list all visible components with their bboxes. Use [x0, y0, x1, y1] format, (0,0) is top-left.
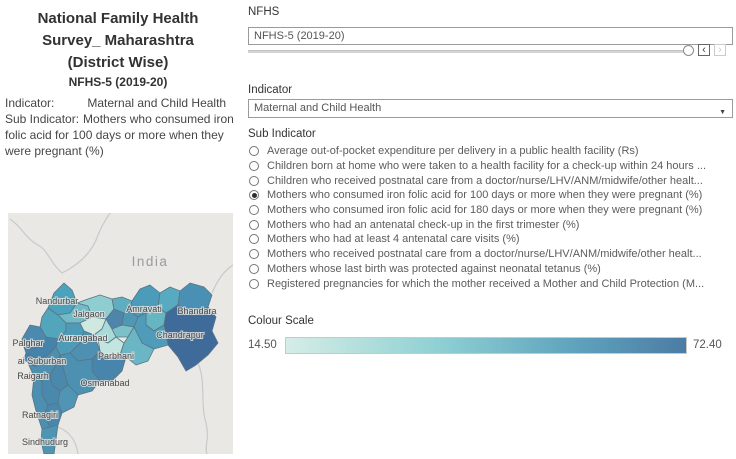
district-chandrapur[interactable]: [163, 304, 219, 372]
radio-option[interactable]: Mothers whose last birth was protected a…: [249, 262, 733, 277]
colour-scale-zone-label: Colour Scale: [248, 315, 314, 327]
nfhs-zone-label: NFHS: [248, 6, 280, 18]
title-subtitle: NFHS-5 (2019-20): [68, 75, 168, 89]
district-polygons: [21, 282, 219, 455]
nfhs-next-button[interactable]: ›: [714, 44, 726, 56]
sub-indicator-summary: Sub Indicator: Mothers who consumed iron …: [5, 111, 235, 159]
chevron-down-icon: ▼: [719, 109, 726, 116]
indicator-zone-label: Indicator: [248, 84, 293, 96]
radio-icon[interactable]: [249, 161, 259, 172]
radio-icon[interactable]: [249, 219, 259, 230]
district-labels: Nandurbar Jalgaon Amravati Bhandara Chan…: [11, 295, 217, 448]
district-label: Bhandara: [177, 306, 216, 316]
radio-checked-icon[interactable]: [249, 190, 259, 201]
radio-icon[interactable]: [249, 175, 259, 186]
choropleth-map: India Nandurbar J: [8, 212, 234, 455]
state-border-lines: [9, 212, 234, 455]
district-label: Raigarh: [17, 371, 49, 381]
indicator-dropdown-value: Maternal and Child Health: [254, 102, 382, 114]
indicator-dropdown[interactable]: Maternal and Child Health ▼: [248, 99, 733, 118]
nfhs-prev-button[interactable]: ‹: [698, 44, 710, 56]
sub-indicator-zone-label: Sub Indicator: [248, 128, 316, 140]
sub-indicator-summary-value: Mothers who consumed iron folic acid for…: [5, 112, 234, 158]
district-label: Chandrapur: [156, 330, 204, 340]
radio-icon[interactable]: [249, 146, 259, 157]
sub-indicator-summary-label: Sub Indicator:: [5, 112, 80, 126]
colour-scale-min: 14.50: [248, 339, 277, 351]
district-label: Sindhudurg: [22, 437, 68, 447]
dashboard-title: National Family Health Survey_ Maharasht…: [2, 8, 234, 90]
radio-option[interactable]: Mothers who received postnatal care from…: [249, 247, 733, 262]
nfhs-value-input[interactable]: [248, 27, 733, 45]
nfhs-slider-handle[interactable]: [683, 45, 694, 56]
radio-option[interactable]: Mothers who had an antenatal check-up in…: [249, 217, 733, 232]
radio-option[interactable]: Children who received postnatal care fro…: [249, 173, 733, 188]
radio-icon[interactable]: [249, 263, 259, 274]
radio-icon[interactable]: [249, 278, 259, 289]
indicator-summary-label: Indicator:: [5, 96, 55, 110]
district-ratnagiri[interactable]: [31, 376, 51, 430]
indicator-summary: Indicator: Maternal and Child Health: [5, 95, 235, 111]
radio-icon[interactable]: [249, 234, 259, 245]
radio-option[interactable]: Children born at home who were taken to …: [249, 159, 733, 174]
district-label: Parbhani: [98, 351, 134, 361]
district-label: Aurangabad: [58, 333, 107, 343]
sub-indicator-radio-list: Average out-of-pocket expenditure per de…: [249, 144, 733, 291]
maharashtra-map: India Nandurbar J: [8, 212, 234, 455]
district-sindhudurg[interactable]: [40, 424, 59, 455]
title-line-2: Survey_ Maharashtra: [42, 32, 194, 49]
india-region-label: India: [132, 254, 169, 269]
colour-scale-gradient-bar: [285, 337, 687, 354]
indicator-summary-value: Maternal and Child Health: [87, 96, 227, 110]
colour-scale-max: 72.40: [693, 339, 722, 351]
district-label: Osmanabad: [80, 378, 129, 388]
radio-option[interactable]: Mothers who had at least 4 antenatal car…: [249, 232, 733, 247]
district-label: ai Suburban: [18, 356, 67, 366]
title-line-1: National Family Health: [37, 10, 199, 27]
selection-summary: Indicator: Maternal and Child Health Sub …: [5, 95, 235, 159]
title-line-3: (District Wise): [67, 54, 169, 71]
radio-option[interactable]: Average out-of-pocket expenditure per de…: [249, 144, 733, 159]
radio-icon[interactable]: [249, 249, 259, 260]
radio-icon[interactable]: [249, 205, 259, 216]
district-label: Palghar: [12, 338, 43, 348]
district-label: Nandurbar: [36, 296, 79, 306]
radio-option[interactable]: Mothers who consumed iron folic acid for…: [249, 203, 733, 218]
district-label: Ratnagiri: [22, 410, 58, 420]
district-label: Amravati: [126, 304, 162, 314]
radio-option-selected[interactable]: Mothers who consumed iron folic acid for…: [249, 188, 733, 203]
radio-option[interactable]: Registered pregnancies for which the mot…: [249, 276, 733, 291]
nfhs-slider-track[interactable]: [248, 50, 686, 53]
district-label: Jalgaon: [73, 309, 105, 319]
